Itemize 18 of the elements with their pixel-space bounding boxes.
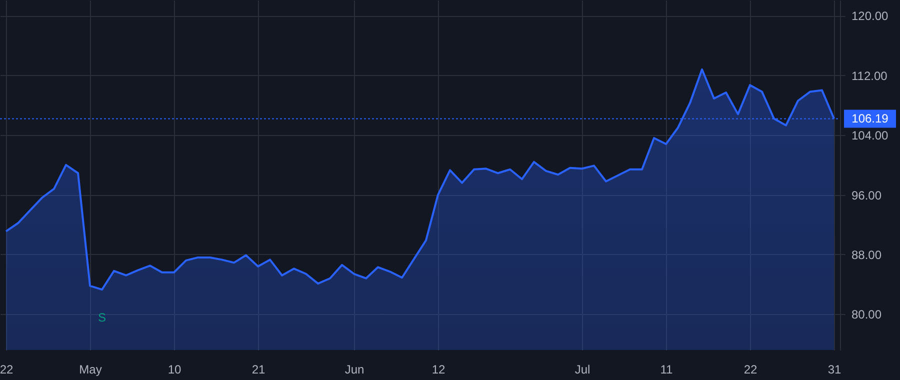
y-tick-label: 120.00 [852, 9, 889, 24]
ref-line-label: 106.19 [852, 112, 889, 126]
y-tick-label: 80.00 [852, 308, 882, 322]
x-tick-label: 11 [660, 362, 674, 376]
x-tick-label: 12 [432, 362, 446, 376]
annotation: S [98, 310, 106, 325]
x-tick-label: 22 [0, 362, 14, 376]
x-tick-label: 31 [828, 362, 842, 376]
y-tick-label: 96.00 [852, 188, 882, 202]
x-tick-label: 22 [744, 362, 758, 376]
x-tick-label: Jun [344, 362, 364, 376]
x-tick-label: 21 [252, 362, 266, 376]
y-tick-label: 112.00 [852, 68, 888, 83]
x-tick-label: Jul [574, 362, 590, 376]
x-tick-label: 10 [168, 362, 182, 376]
y-tick-label: 88.00 [852, 248, 882, 262]
x-tick-label: May [79, 362, 102, 376]
y-tick-label: 104.00 [852, 128, 889, 143]
